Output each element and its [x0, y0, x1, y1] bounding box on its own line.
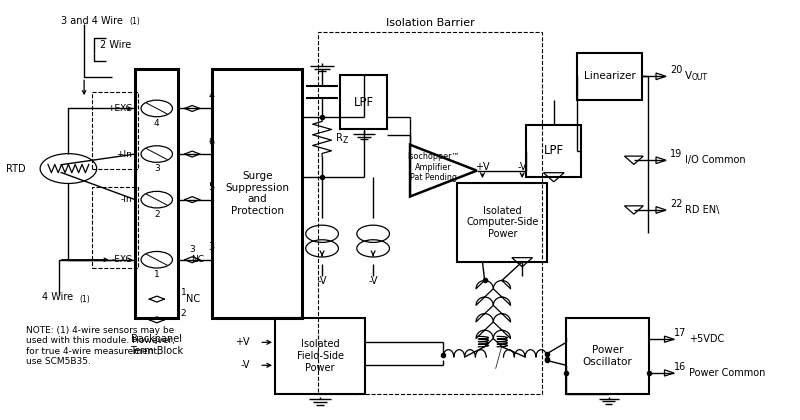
Text: 4: 4 [208, 91, 214, 101]
Bar [92, 92, 138, 168]
Text: (1): (1) [130, 17, 141, 26]
Text: NOTE: (1) 4-wire sensors may be
used with this module. However,
for true 4-wire : NOTE: (1) 4-wire sensors may be used wit… [26, 326, 175, 366]
Text: +In: +In [116, 150, 132, 158]
Text: 16: 16 [674, 362, 686, 372]
Text: V: V [685, 71, 692, 81]
Text: R: R [336, 133, 343, 143]
Text: 3: 3 [208, 242, 214, 252]
Text: 1: 1 [181, 289, 186, 297]
Bar [135, 69, 178, 318]
Bar [526, 125, 582, 177]
Text: 4: 4 [154, 119, 159, 128]
Bar [275, 318, 366, 394]
Text: Z: Z [342, 136, 348, 145]
Text: 2: 2 [181, 309, 186, 318]
Text: 6: 6 [208, 136, 214, 147]
Text: -V: -V [518, 162, 527, 172]
Text: Isolated
Computer-Side
Power: Isolated Computer-Side Power [466, 206, 538, 239]
Text: -V: -V [318, 276, 327, 286]
Text: 19: 19 [670, 149, 682, 159]
Bar [578, 52, 642, 100]
Text: RTD: RTD [6, 163, 26, 173]
Text: +EXC: +EXC [107, 104, 132, 113]
Text: +V: +V [235, 337, 250, 347]
Text: RD EN\: RD EN\ [685, 205, 719, 215]
Text: +5VDC: +5VDC [689, 334, 724, 344]
Bar [566, 318, 649, 394]
Text: 17: 17 [674, 328, 686, 338]
Text: 22: 22 [670, 199, 682, 209]
Bar [457, 183, 547, 262]
Text: I/O Common: I/O Common [685, 155, 746, 165]
Text: Isolated
Field-Side
Power: Isolated Field-Side Power [297, 339, 344, 373]
Text: 5: 5 [208, 182, 214, 192]
Bar [212, 69, 302, 318]
Text: Backpanel
Term Block: Backpanel Term Block [130, 334, 183, 356]
Bar [318, 32, 542, 394]
Text: OUT: OUT [691, 73, 707, 82]
Text: 2: 2 [154, 210, 159, 219]
Bar [92, 187, 138, 268]
Text: Linearizer: Linearizer [584, 71, 635, 81]
Text: 1: 1 [154, 270, 160, 279]
Text: -V: -V [368, 276, 378, 286]
Text: 3: 3 [154, 164, 160, 173]
Text: 4 Wire: 4 Wire [42, 292, 73, 302]
Text: 20: 20 [670, 65, 682, 75]
Text: LPF: LPF [544, 144, 564, 158]
Text: +V: +V [475, 162, 490, 172]
Text: Isochopper™
Amplifier
Pat Pending: Isochopper™ Amplifier Pat Pending [407, 152, 460, 182]
Text: -In: -In [120, 195, 132, 204]
Text: Power Common: Power Common [689, 368, 766, 378]
Text: Isolation Barrier: Isolation Barrier [386, 18, 474, 28]
Text: -V: -V [240, 360, 250, 370]
Bar [340, 75, 387, 129]
Text: Surge
Suppression
and
Protection: Surge Suppression and Protection [226, 171, 290, 216]
Text: (1): (1) [79, 294, 90, 304]
Text: NC: NC [191, 255, 204, 264]
Text: NC: NC [186, 294, 200, 304]
Text: 3: 3 [190, 244, 195, 254]
Text: -EXC: -EXC [111, 255, 132, 264]
Text: 3 and 4 Wire: 3 and 4 Wire [61, 16, 122, 26]
Text: LPF: LPF [354, 96, 374, 109]
Text: Power
Oscillator: Power Oscillator [582, 345, 633, 367]
Text: 2 Wire: 2 Wire [100, 40, 131, 50]
